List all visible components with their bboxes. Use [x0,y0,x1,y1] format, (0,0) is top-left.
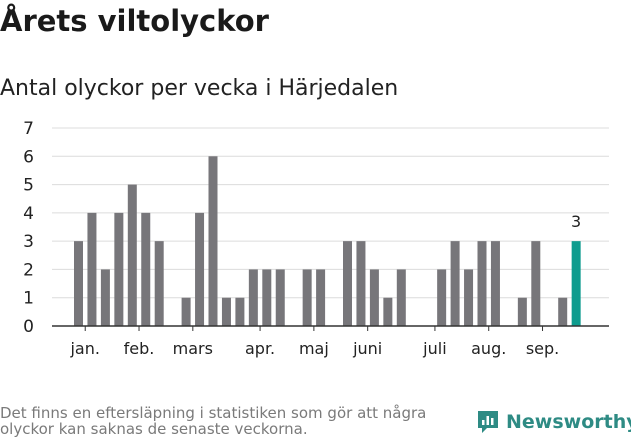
x-tick-label: juni [352,339,382,358]
bar [100,269,110,326]
x-tick-label: sep. [526,339,559,358]
x-tick-label: juli [422,339,446,358]
bar [181,297,191,326]
data-label: 3 [571,212,581,231]
x-tick-label: feb. [124,339,155,358]
bar-highlight [571,241,581,326]
y-tick-label: 3 [23,232,34,252]
y-tick-label: 5 [23,176,34,196]
bar [235,297,245,326]
bar [114,212,124,326]
bar [517,297,527,326]
bar [275,269,285,326]
x-tick-label: apr. [245,339,275,358]
bar [356,241,366,326]
bar [450,241,460,326]
x-tick-label: maj [299,339,329,358]
bar-chart: 0 1 2 3 4 5 6 7 3 jan. feb. mars apr. maj juni juli aug.… [23,119,609,358]
y-tick-label: 4 [23,204,34,224]
bar [127,184,137,326]
x-tick-label: mars [173,339,213,358]
bar [302,269,312,326]
brand-logo: Newsworthy [476,409,631,435]
bar [464,269,474,326]
y-tick-label: 2 [23,260,34,280]
y-tick-label: 7 [23,119,34,139]
newsworthy-logo-icon [478,411,498,433]
bar [477,241,487,326]
bar [195,212,205,326]
bar [383,297,393,326]
bar [141,212,151,326]
bar [248,269,258,326]
x-tick-label: aug. [471,339,506,358]
bar [87,212,97,326]
bar [154,241,164,326]
bar [531,241,541,326]
bar [437,269,447,326]
bar [558,297,568,326]
bar [208,156,218,326]
x-tick-label: jan. [69,339,99,358]
bar [221,297,231,326]
bar [262,269,272,326]
bar [396,269,406,326]
bar [74,241,83,326]
bar [316,269,326,326]
chart-title: Årets viltolyckor [0,4,269,38]
bar [343,241,352,326]
y-tick-label: 1 [23,289,34,309]
bar [369,269,379,326]
y-tick-label: 0 [23,317,34,337]
brand-name: Newsworthy [506,411,631,433]
footnote: Det finns en eftersläpning i statistiken… [0,404,427,438]
y-tick-label: 6 [23,147,34,167]
bar [490,241,500,326]
chart-subtitle: Antal olyckor per vecka i Härjedalen [0,76,399,101]
